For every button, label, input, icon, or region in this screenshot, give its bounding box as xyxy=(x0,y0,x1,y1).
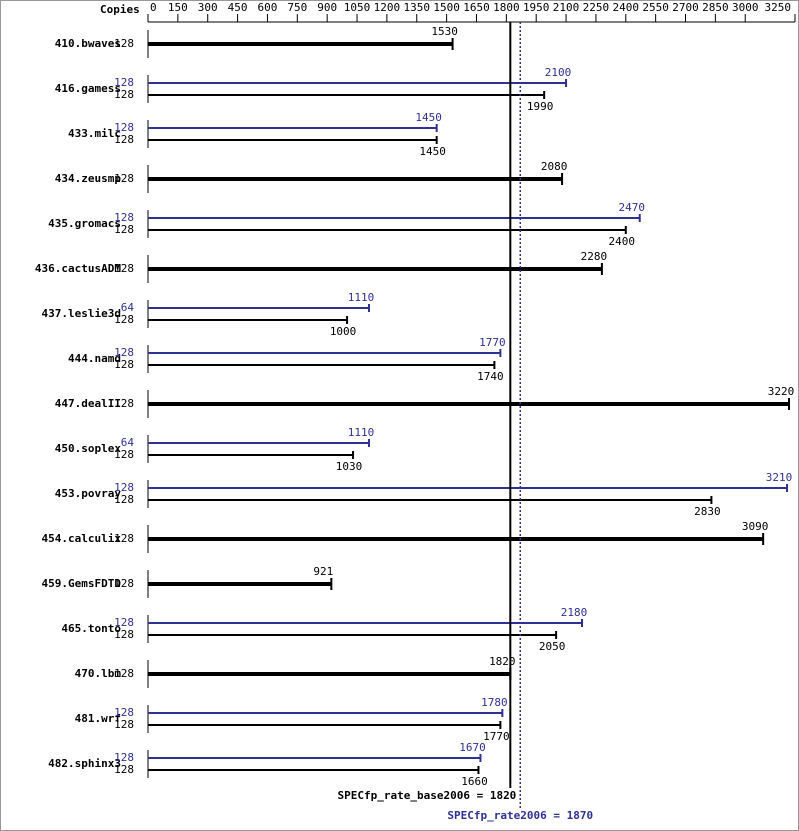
x-tick-label: 3250 xyxy=(765,1,792,14)
peak-value-label: 3210 xyxy=(766,471,793,484)
reference-label: SPECfp_rate2006 = 1870 xyxy=(447,809,593,822)
x-tick-label: 3000 xyxy=(732,1,759,14)
peak-copies: 128 xyxy=(114,751,134,764)
base-value-label: 2400 xyxy=(609,235,636,248)
reference-label: SPECfp_rate_base2006 = 1820 xyxy=(338,789,517,802)
peak-value-label: 2100 xyxy=(545,66,572,79)
x-tick-label: 2850 xyxy=(702,1,729,14)
peak-value-label: 2470 xyxy=(618,201,645,214)
base-copies: 128 xyxy=(114,88,134,101)
base-copies: 128 xyxy=(114,628,134,641)
base-copies: 128 xyxy=(114,37,134,50)
peak-copies: 64 xyxy=(121,301,135,314)
benchmark-name: 453.povray xyxy=(55,487,122,500)
base-value-label: 1740 xyxy=(477,370,504,383)
peak-copies: 128 xyxy=(114,616,134,629)
peak-copies: 128 xyxy=(114,346,134,359)
peak-copies: 64 xyxy=(121,436,135,449)
base-copies: 128 xyxy=(114,172,134,185)
base-copies: 128 xyxy=(114,667,134,680)
base-value-label: 1660 xyxy=(461,775,488,788)
benchmark-name: 437.leslie3d xyxy=(42,307,121,320)
benchmark-name: 450.soplex xyxy=(55,442,122,455)
benchmark-name: 459.GemsFDTD xyxy=(42,577,122,590)
x-tick-label: 2250 xyxy=(583,1,610,14)
peak-copies: 128 xyxy=(114,76,134,89)
base-copies: 128 xyxy=(114,763,134,776)
x-tick-label: 750 xyxy=(287,1,307,14)
x-tick-label: 450 xyxy=(228,1,248,14)
base-copies: 128 xyxy=(114,532,134,545)
peak-value-label: 1110 xyxy=(348,426,375,439)
base-copies: 128 xyxy=(114,718,134,731)
x-tick-label: 1800 xyxy=(493,1,520,14)
base-copies: 128 xyxy=(114,223,134,236)
peak-value-label: 2180 xyxy=(561,606,588,619)
base-value-label: 2050 xyxy=(539,640,566,653)
base-value-label: 1530 xyxy=(431,25,458,38)
base-copies: 128 xyxy=(114,448,134,461)
benchmark-name: 410.bwaves xyxy=(55,37,121,50)
peak-value-label: 1770 xyxy=(479,336,506,349)
base-copies: 128 xyxy=(114,397,134,410)
peak-value-label: 1670 xyxy=(459,741,486,754)
base-value-label: 1820 xyxy=(489,655,516,668)
benchmark-name: 454.calculix xyxy=(42,532,122,545)
base-copies: 128 xyxy=(114,313,134,326)
base-value-label: 2080 xyxy=(541,160,568,173)
x-tick-label: 1500 xyxy=(433,1,460,14)
benchmark-name: 470.lbm xyxy=(75,667,122,680)
benchmark-name: 481.wrf xyxy=(75,712,121,725)
benchmark-name: 436.cactusADM xyxy=(35,262,121,275)
base-value-label: 1450 xyxy=(419,145,446,158)
benchmark-name: 434.zeusmp xyxy=(55,172,122,185)
base-value-label: 1030 xyxy=(336,460,363,473)
benchmark-name: 465.tonto xyxy=(61,622,121,635)
base-value-label: 1000 xyxy=(330,325,357,338)
x-tick-label: 2700 xyxy=(672,1,699,14)
x-tick-label: 1350 xyxy=(404,1,431,14)
benchmark-name: 444.namd xyxy=(68,352,121,365)
base-copies: 128 xyxy=(114,262,134,275)
x-tick-label: 1650 xyxy=(463,1,490,14)
base-value-label: 1770 xyxy=(483,730,510,743)
x-tick-label: 900 xyxy=(317,1,337,14)
peak-copies: 128 xyxy=(114,481,134,494)
base-copies: 128 xyxy=(114,577,134,590)
x-tick-label: 300 xyxy=(198,1,218,14)
peak-value-label: 1780 xyxy=(481,696,508,709)
x-tick-label: 2100 xyxy=(553,1,580,14)
x-tick-label: 150 xyxy=(168,1,188,14)
base-value-label: 921 xyxy=(313,565,333,578)
benchmark-name: 482.sphinx3 xyxy=(48,757,121,770)
x-tick-label: 600 xyxy=(258,1,278,14)
peak-copies: 128 xyxy=(114,211,134,224)
benchmark-name: 416.gamess xyxy=(55,82,121,95)
x-tick-label: 1200 xyxy=(374,1,401,14)
benchmark-name: 435.gromacs xyxy=(48,217,121,230)
copies-header: Copies xyxy=(100,3,140,16)
peak-value-label: 1110 xyxy=(348,291,375,304)
peak-value-label: 1450 xyxy=(415,111,442,124)
x-tick-label: 1950 xyxy=(523,1,550,14)
base-value-label: 1990 xyxy=(527,100,554,113)
base-copies: 128 xyxy=(114,493,134,506)
benchmark-name: 447.dealII xyxy=(55,397,121,410)
base-value-label: 2280 xyxy=(581,250,608,263)
x-tick-label: 2400 xyxy=(613,1,640,14)
x-tick-label: 0 xyxy=(150,1,157,14)
x-tick-label: 2550 xyxy=(642,1,669,14)
base-value-label: 3090 xyxy=(742,520,769,533)
peak-copies: 128 xyxy=(114,121,134,134)
peak-copies: 128 xyxy=(114,706,134,719)
base-value-label: 2830 xyxy=(694,505,721,518)
x-tick-label: 1050 xyxy=(344,1,371,14)
base-value-label: 3220 xyxy=(768,385,795,398)
base-copies: 128 xyxy=(114,358,134,371)
benchmark-name: 433.milc xyxy=(68,127,121,140)
base-copies: 128 xyxy=(114,133,134,146)
